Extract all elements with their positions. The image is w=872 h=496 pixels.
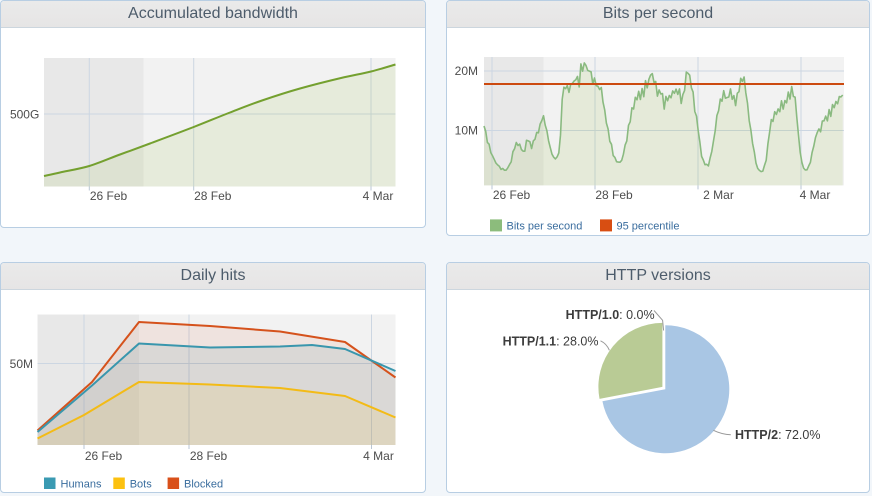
svg-text:20M: 20M [455,64,478,78]
svg-text:2 Mar: 2 Mar [703,188,734,202]
svg-text:Bits per second: Bits per second [507,221,583,233]
svg-text:28 Feb: 28 Feb [190,449,228,463]
svg-text:10M: 10M [455,124,478,138]
svg-text:95 percentile: 95 percentile [617,221,680,233]
svg-text:28 Feb: 28 Feb [595,188,633,202]
svg-text:4 Mar: 4 Mar [363,449,394,463]
svg-text:Humans: Humans [61,478,102,490]
svg-text:500G: 500G [10,108,39,122]
svg-text:28 Feb: 28 Feb [194,189,232,203]
svg-text:26 Feb: 26 Feb [85,449,123,463]
svg-text:Blocked: Blocked [184,478,223,490]
svg-text:Bots: Bots [130,478,153,490]
svg-text:26 Feb: 26 Feb [90,189,128,203]
svg-text:26 Feb: 26 Feb [493,188,531,202]
svg-text:HTTP/2: 72.0%: HTTP/2: 72.0% [735,428,820,442]
svg-text:4 Mar: 4 Mar [363,189,394,203]
svg-text:HTTP/1.1: 28.0%: HTTP/1.1: 28.0% [503,335,599,349]
svg-text:50M: 50M [10,357,33,371]
svg-text:HTTP/1.0: 0.0%: HTTP/1.0: 0.0% [566,308,655,322]
svg-text:4 Mar: 4 Mar [800,188,831,202]
